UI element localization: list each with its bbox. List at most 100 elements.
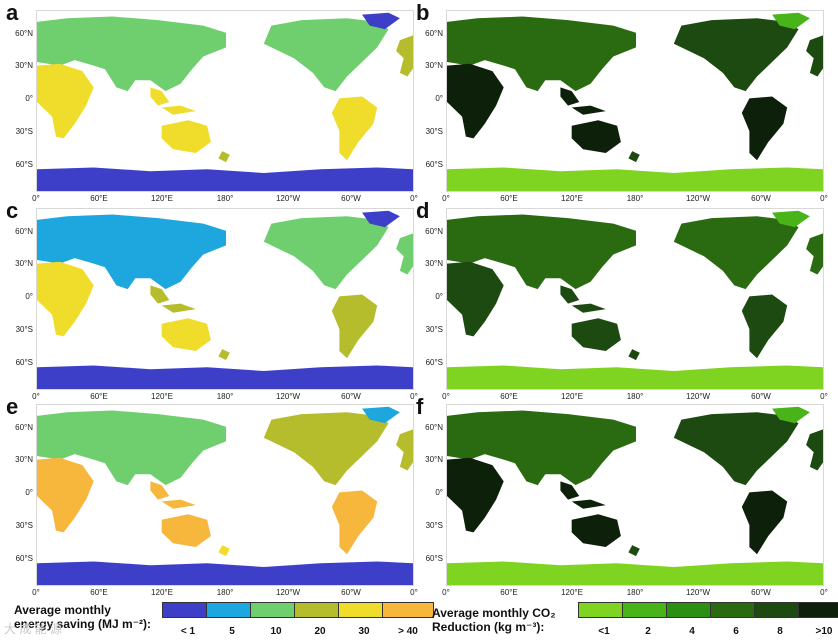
legend-value: 8: [777, 626, 783, 637]
latitude-label: 60°S: [425, 553, 443, 563]
landmass-seasia: [150, 481, 170, 500]
longitude-label: 60°W: [341, 194, 361, 203]
latitude-label: 30°S: [15, 520, 33, 530]
longitude-label: 60°W: [751, 588, 771, 597]
landmass-australia: [571, 514, 621, 547]
legend-co2-title: Average monthly CO₂ Reduction (kg m⁻³):: [432, 606, 556, 634]
world-map: [446, 10, 824, 192]
latitude-label: 60°S: [15, 553, 33, 563]
landmass-australia: [161, 120, 211, 153]
landmass-northAm: [263, 216, 389, 290]
longitude-label: 120°W: [275, 194, 301, 203]
landmass-indo: [571, 499, 606, 509]
latitude-label: 30°S: [15, 324, 33, 334]
legend-energy-title: Average monthly energy saving (MJ m⁻²):: [14, 603, 151, 631]
longitude-label: 180°: [216, 392, 234, 401]
landmass-southAm: [331, 96, 378, 161]
landmass-europeR: [396, 233, 413, 275]
landmass-antarctica: [447, 365, 823, 389]
landmass-greenland: [772, 12, 810, 30]
landmass-nz: [218, 349, 230, 361]
landmass-australia: [161, 318, 211, 351]
longitude-label: 60°W: [751, 194, 771, 203]
landmass-antarctica: [37, 167, 413, 191]
latitude-label: 30°S: [425, 324, 443, 334]
landmass-africa: [447, 457, 504, 533]
legend-value: 4: [689, 626, 695, 637]
landmass-nz: [628, 151, 640, 163]
map-panel-f: f 60°N 30°N 0° 30°S 60°S 0° 60°E 120°E 180° 120°W 6…: [416, 394, 828, 597]
longitude-label: 0°: [410, 194, 418, 203]
world-map-svg: [447, 406, 823, 585]
landmass-seasia: [560, 481, 580, 500]
landmass-eurasia: [447, 214, 636, 290]
longitude-label: 120°E: [151, 392, 173, 401]
legend-value: < 1: [180, 626, 196, 637]
landmass-southAm: [741, 490, 788, 555]
longitude-label: 180°: [626, 392, 644, 401]
landmass-seasia: [560, 285, 580, 304]
landmass-southAm: [741, 294, 788, 359]
landmass-greenland: [362, 12, 400, 30]
longitude-label: 180°: [216, 588, 234, 597]
legend-energy-title-line2: energy saving (MJ m⁻²):: [14, 617, 152, 631]
latitude-label: 30°N: [425, 61, 443, 71]
latitude-label: 0°: [25, 488, 33, 498]
longitude-label: 0°: [442, 194, 450, 203]
panel-letter: e: [6, 394, 19, 419]
world-map-svg: [37, 210, 413, 389]
longitude-label: 120°E: [561, 392, 583, 401]
longitude-label: 0°: [32, 392, 40, 401]
landmass-europeR: [806, 429, 823, 471]
landmass-seasia: [150, 285, 170, 304]
latitude-label: 60°S: [15, 357, 33, 367]
landmass-northAm: [263, 412, 389, 486]
legend-value: 5: [229, 626, 235, 637]
latitude-label: 30°S: [425, 126, 443, 136]
longitude-label: 120°E: [151, 194, 173, 203]
longitude-label: 180°: [626, 194, 644, 203]
legend-value: <1: [598, 626, 610, 637]
landmass-africa: [37, 261, 94, 337]
longitude-label: 60°W: [341, 588, 361, 597]
landmass-nz: [218, 151, 230, 163]
longitude-label: 0°: [820, 392, 828, 401]
longitude-label: 60°E: [500, 588, 518, 597]
longitude-label: 120°E: [151, 588, 173, 597]
landmass-nz: [628, 349, 640, 361]
latitude-label: 30°N: [425, 455, 443, 465]
landmass-australia: [161, 514, 211, 547]
latitude-label: 0°: [25, 94, 33, 104]
landmass-eurasia: [447, 16, 636, 92]
world-map-svg: [447, 210, 823, 389]
latitude-label: 60°N: [15, 28, 33, 38]
longitude-label: 0°: [820, 194, 828, 203]
landmass-seasia: [560, 87, 580, 106]
longitude-label: 120°E: [561, 194, 583, 203]
landmass-africa: [447, 63, 504, 139]
latitude-label: 60°N: [15, 422, 33, 432]
panel-letter: d: [416, 198, 430, 223]
map-panel-b: b 60°N 30°N 0° 30°S 60°S 0° 60°E 120°E 180° 120°W 6…: [416, 0, 828, 203]
latitude-label: 60°N: [425, 422, 443, 432]
longitude-label: 0°: [442, 588, 450, 597]
map-panel-c: c 60°N 30°N 0° 30°S 60°S 0° 60°E 120°E 180° 120°W 6…: [6, 198, 418, 401]
longitude-label: 60°W: [341, 392, 361, 401]
landmass-indo: [161, 303, 196, 313]
landmass-eurasia: [37, 16, 226, 92]
world-map-svg: [447, 12, 823, 191]
longitude-label: 120°W: [275, 588, 301, 597]
landmass-europeR: [396, 429, 413, 471]
latitude-label: 0°: [435, 292, 443, 302]
world-map: [36, 10, 414, 192]
legend-co2-title-line1: Average monthly CO₂: [432, 606, 556, 620]
latitude-label: 0°: [25, 292, 33, 302]
longitude-label: 0°: [32, 194, 40, 203]
landmass-indo: [571, 303, 606, 313]
landmass-australia: [571, 318, 621, 351]
landmass-seasia: [150, 87, 170, 106]
map-panel-d: d 60°N 30°N 0° 30°S 60°S 0° 60°E 120°E 180° 120°W 6…: [416, 198, 828, 401]
latitude-label: 0°: [435, 488, 443, 498]
world-map: [36, 208, 414, 390]
latitude-label: 30°S: [425, 520, 443, 530]
